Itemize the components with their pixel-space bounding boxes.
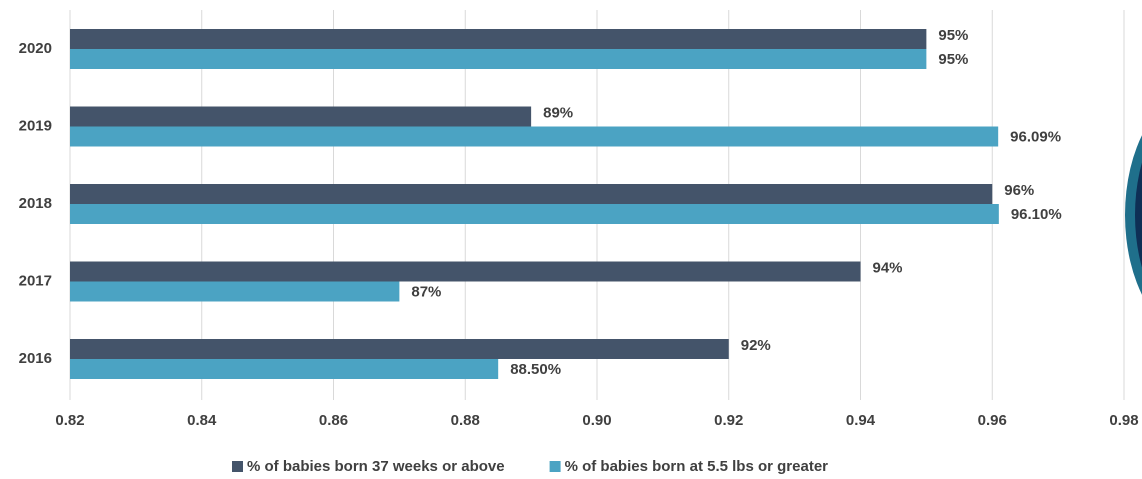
decor-ring xyxy=(1125,135,1142,295)
legend-swatch xyxy=(549,461,561,472)
bar xyxy=(70,126,999,147)
x-tick-label: 0.88 xyxy=(451,412,480,429)
x-tick-label: 0.82 xyxy=(55,412,84,429)
value-label: 92% xyxy=(741,337,771,354)
x-tick-label: 0.84 xyxy=(187,412,217,429)
decoration xyxy=(1125,135,1142,295)
value-label: 96% xyxy=(1004,182,1034,199)
value-label: 88.50% xyxy=(510,361,561,378)
value-label: 95% xyxy=(938,51,968,68)
decor-core xyxy=(1135,162,1142,268)
bar xyxy=(70,106,532,127)
bar xyxy=(70,261,861,282)
y-tick-label: 2019 xyxy=(19,117,52,134)
value-label: 87% xyxy=(411,283,441,300)
bar xyxy=(70,49,927,69)
value-label: 95% xyxy=(938,27,968,44)
bar xyxy=(70,204,999,224)
x-tick-label: 0.98 xyxy=(1109,412,1138,429)
y-tick-label: 2018 xyxy=(19,195,52,212)
y-tick-label: 2017 xyxy=(19,272,52,289)
bar xyxy=(70,359,499,379)
value-label: 94% xyxy=(873,259,903,276)
value-label: 96.09% xyxy=(1010,128,1061,145)
x-tick-label: 0.94 xyxy=(846,412,876,429)
x-tick-label: 0.96 xyxy=(978,412,1007,429)
y-tick-label: 2016 xyxy=(19,350,52,367)
value-label: 96.10% xyxy=(1011,206,1062,223)
bar xyxy=(70,339,729,359)
bar xyxy=(70,29,927,49)
legend-swatch xyxy=(232,461,243,472)
bar xyxy=(70,281,400,302)
value-label: 89% xyxy=(543,104,573,121)
x-tick-label: 0.86 xyxy=(319,412,348,429)
legend-label: % of babies born at 5.5 lbs or greater xyxy=(565,458,829,475)
bar xyxy=(70,184,993,204)
x-tick-label: 0.90 xyxy=(582,412,611,429)
x-tick-label: 0.92 xyxy=(714,412,743,429)
y-tick-label: 2020 xyxy=(19,40,52,57)
legend-label: % of babies born 37 weeks or above xyxy=(247,458,505,475)
